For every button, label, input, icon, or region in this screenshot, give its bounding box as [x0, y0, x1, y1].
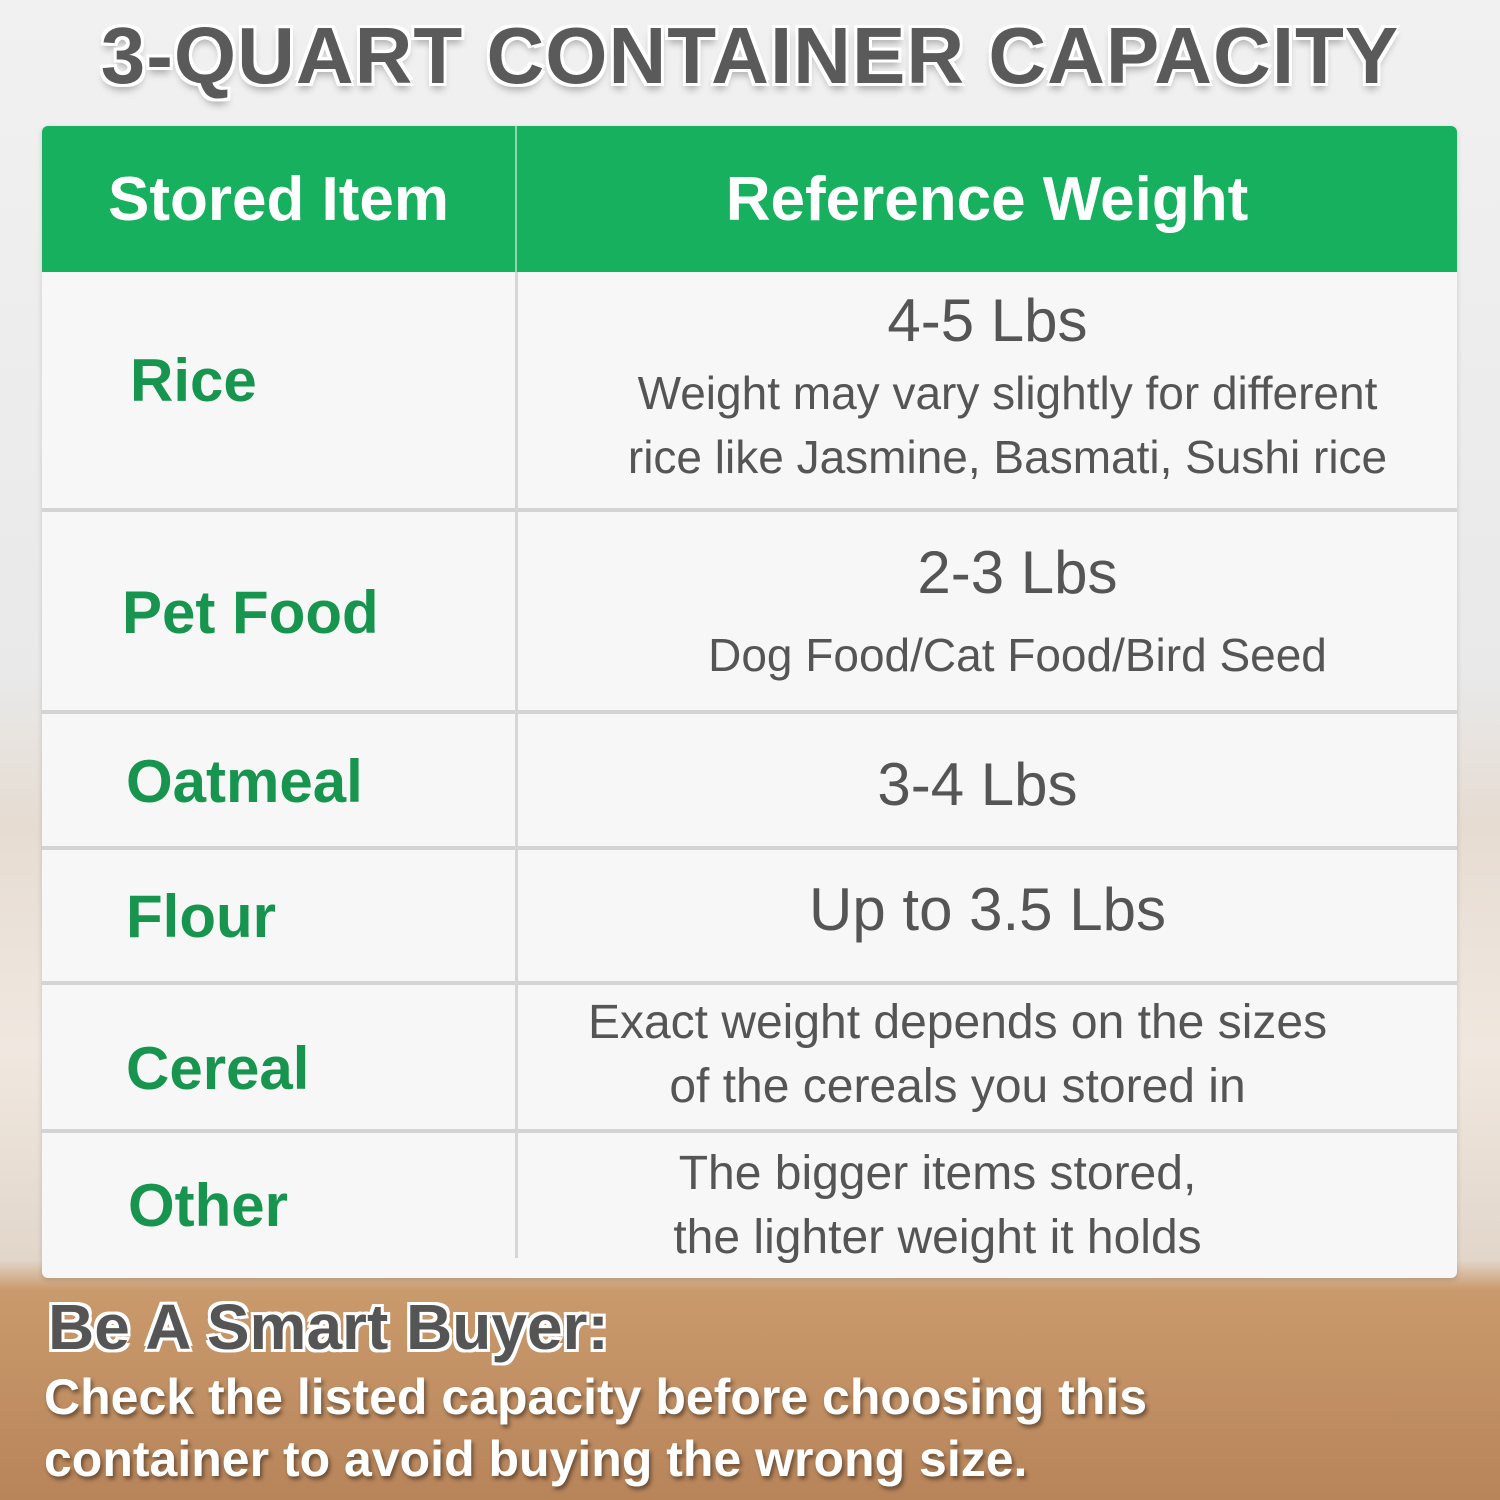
note-line: container to avoid buying the wrong size… [44, 1431, 1028, 1487]
weight-cell: 2-3 Lbs Dog Food/Cat Food/Bird Seed [518, 512, 1457, 712]
weight-value: Up to 3.5 Lbs [809, 876, 1166, 943]
capacity-table: Stored Item Reference Weight Rice 4-5 Lb… [42, 126, 1457, 1278]
item-label: Rice [130, 346, 257, 414]
weight-note: the lighter weight it holds [673, 1210, 1202, 1264]
item-label: Oatmeal [126, 747, 363, 815]
weight-value: 4-5 Lbs [887, 287, 1088, 354]
table-row: Rice 4-5 Lbs Weight may vary slightly fo… [42, 272, 1457, 510]
note-line: Check the listed capacity before choosin… [44, 1369, 1148, 1425]
weight-note: rice like Jasmine, Basmati, Sushi rice [627, 431, 1388, 483]
weight-note: Dog Food/Cat Food/Bird Seed [708, 628, 1327, 681]
smart-buyer-note: Check the listed capacity before choosin… [44, 1366, 1147, 1490]
table-row: Other The bigger items stored, the light… [42, 1129, 1457, 1278]
page-title: 3-QUART CONTAINER CAPACITY [100, 11, 1400, 100]
header-divider [515, 126, 517, 272]
item-label: Other [128, 1172, 289, 1239]
weight-cell: The bigger items stored, the lighter wei… [518, 1133, 1457, 1278]
smart-buyer-heading: Be A Smart Buyer: [48, 1291, 609, 1363]
header-reference-weight: Reference Weight [725, 164, 1249, 234]
weight-cell: 3-4 Lbs [518, 714, 1457, 848]
item-label: Cereal [126, 1034, 310, 1102]
table-row: Oatmeal 3-4 Lbs [42, 710, 1457, 848]
weight-cell: 4-5 Lbs Weight may vary slightly for dif… [518, 272, 1457, 510]
weight-note: Exact weight depends on the sizes [587, 996, 1328, 1049]
weight-note: The bigger items stored, [678, 1146, 1197, 1200]
item-label: Pet Food [122, 578, 379, 646]
weight-cell: Exact weight depends on the sizes of the… [518, 985, 1457, 1131]
header-stored-item: Stored Item [107, 164, 450, 234]
weight-note: of the cereals you stored in [669, 1060, 1246, 1113]
column-divider [515, 272, 518, 1258]
table-header: Stored Item Reference Weight [42, 126, 1457, 272]
weight-note: Weight may vary slightly for different [637, 367, 1378, 419]
table-row: Flour Up to 3.5 Lbs [42, 846, 1457, 983]
table-row: Pet Food 2-3 Lbs Dog Food/Cat Food/Bird … [42, 508, 1457, 712]
weight-cell: Up to 3.5 Lbs [518, 850, 1457, 983]
weight-value: 2-3 Lbs [917, 538, 1118, 606]
item-label: Flour [126, 883, 276, 950]
weight-value: 3-4 Lbs [877, 750, 1078, 818]
table-row: Cereal Exact weight depends on the sizes… [42, 981, 1457, 1131]
